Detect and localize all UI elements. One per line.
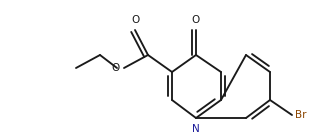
Text: O: O	[131, 15, 139, 25]
Text: O: O	[192, 15, 200, 25]
Text: Br: Br	[295, 110, 306, 120]
Text: O: O	[112, 63, 120, 73]
Text: N: N	[192, 124, 200, 134]
